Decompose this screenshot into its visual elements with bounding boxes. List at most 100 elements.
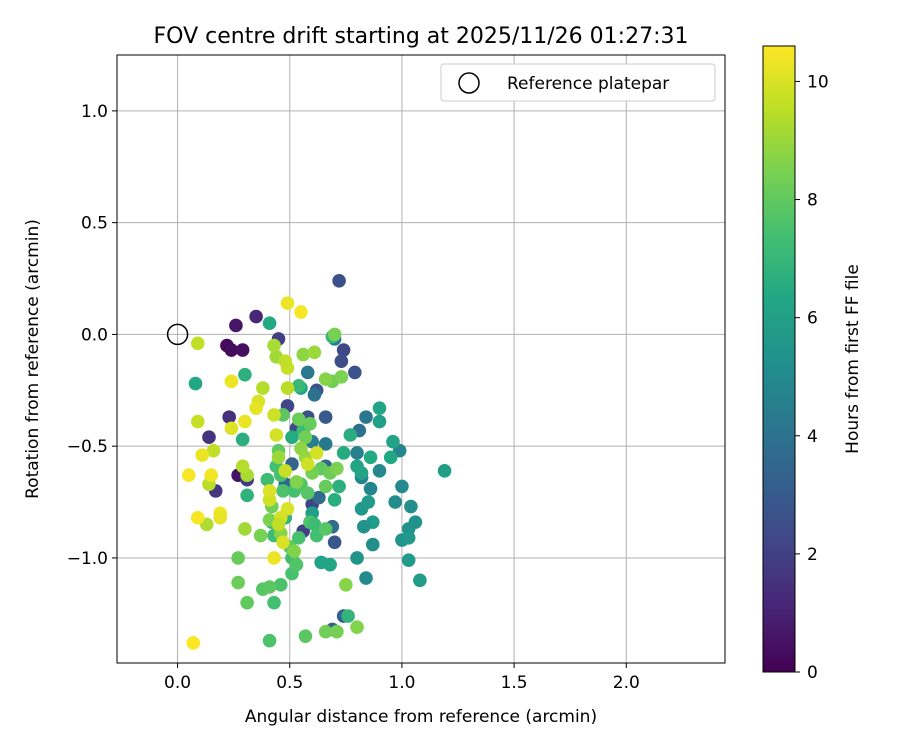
y-tick-label: 0.5 (81, 214, 108, 234)
data-point (276, 484, 290, 498)
y-tick-label: −1.0 (67, 549, 108, 569)
data-point (238, 414, 252, 429)
data-point (291, 379, 306, 393)
data-point (235, 343, 250, 357)
x-tick-label: 2.0 (613, 673, 640, 693)
x-axis-label: Angular distance from reference (arcmin) (245, 707, 597, 727)
data-point (372, 414, 387, 429)
legend-open-circle-icon (458, 72, 480, 94)
colorbar-tick-label: 6 (807, 309, 818, 329)
data-point (330, 624, 344, 639)
data-point (190, 510, 205, 525)
data-point (350, 459, 364, 474)
data-point (318, 437, 333, 451)
x-tick-label: 0.5 (276, 673, 303, 693)
data-point (386, 434, 400, 449)
data-point (334, 354, 349, 369)
data-point (204, 468, 219, 483)
data-points (181, 273, 452, 650)
data-point (262, 580, 277, 594)
data-point (229, 318, 243, 333)
data-point (327, 535, 342, 550)
data-point (296, 347, 311, 362)
data-point (273, 577, 288, 592)
data-point (280, 296, 295, 310)
colorbar-ticks: 0 2 4 6 8 10 (795, 72, 829, 683)
data-point (206, 443, 221, 458)
data-point (231, 575, 245, 590)
data-point (231, 551, 245, 565)
data-point (262, 484, 277, 498)
legend-entry-label: Reference platepar (507, 74, 669, 94)
data-point (350, 620, 364, 635)
data-point (278, 354, 293, 369)
data-point (260, 472, 275, 487)
data-point (332, 479, 346, 494)
x-tick-label: 1.0 (388, 673, 415, 693)
data-point (224, 374, 239, 389)
data-point (336, 343, 351, 357)
data-point (240, 595, 254, 610)
data-point (289, 557, 304, 572)
data-point (327, 327, 342, 342)
data-point (437, 463, 452, 478)
data-point (240, 488, 254, 503)
data-point (235, 459, 250, 474)
colorbar (762, 45, 796, 673)
data-point (285, 430, 299, 445)
reference-platepar-marker (166, 323, 189, 346)
data-point (365, 537, 380, 552)
data-point (401, 531, 416, 545)
grid-lines (117, 55, 725, 663)
data-point (309, 446, 324, 460)
chart-title: FOV centre drift starting at 2025/11/26 … (154, 24, 689, 49)
data-point (195, 448, 210, 462)
data-point (186, 636, 201, 650)
legend: Reference platepar (440, 63, 716, 102)
data-point (356, 519, 371, 534)
data-point (330, 461, 344, 476)
data-point (341, 609, 355, 623)
data-point (224, 421, 239, 436)
data-point (238, 367, 252, 382)
data-point (303, 417, 317, 431)
data-point (267, 595, 281, 610)
data-point (287, 544, 302, 559)
data-point (298, 430, 313, 445)
data-point (363, 450, 378, 465)
data-point (336, 446, 351, 460)
data-point (294, 305, 308, 319)
y-tick-label: −0.5 (67, 437, 108, 457)
data-point (318, 410, 333, 424)
data-point (318, 372, 333, 386)
data-point (348, 365, 362, 380)
data-point (271, 517, 286, 532)
data-point (188, 376, 203, 391)
y-axis-label: Rotation from reference (arcmin) (23, 219, 43, 499)
data-point (361, 495, 376, 509)
data-point (298, 629, 313, 643)
data-point (307, 345, 322, 360)
x-axis: 0.0 0.5 1.0 1.5 2.0 (164, 663, 640, 693)
data-point (383, 450, 398, 465)
data-point (249, 309, 263, 324)
data-point (249, 401, 263, 415)
x-tick-label: 0.0 (164, 673, 191, 693)
colorbar-tick-label: 4 (807, 427, 818, 447)
data-point (334, 370, 349, 384)
x-tick-label: 1.5 (501, 673, 528, 693)
colorbar-label: Hours from first FF file (843, 264, 863, 454)
data-point (224, 343, 239, 357)
data-point (318, 624, 333, 639)
data-point (332, 273, 346, 288)
data-point (300, 486, 315, 500)
colorbar-tick-label: 2 (807, 545, 818, 565)
data-point (262, 316, 277, 331)
data-point (327, 493, 342, 507)
data-point (278, 463, 293, 478)
data-point (350, 446, 364, 460)
data-point (359, 571, 373, 585)
data-point (289, 475, 304, 489)
data-point (372, 463, 387, 478)
